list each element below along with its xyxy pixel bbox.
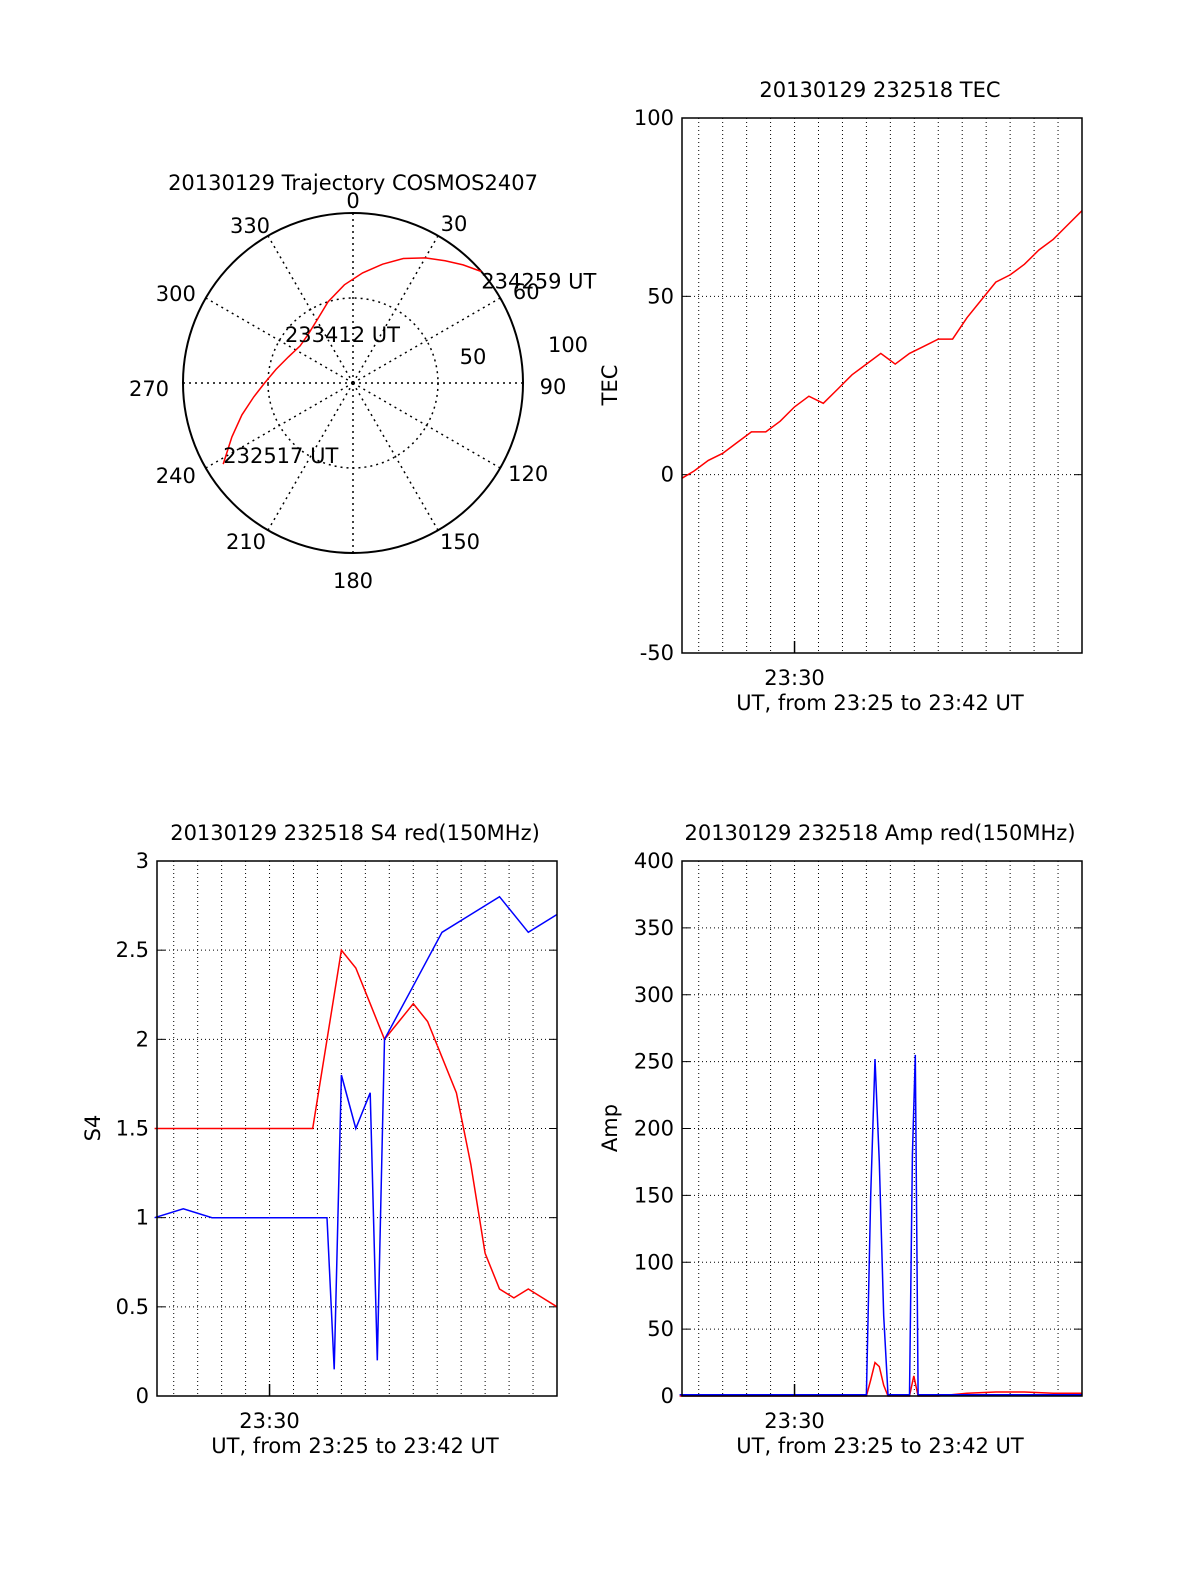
polar-angle-label: 210 <box>226 530 266 554</box>
s4-ylabel: S4 <box>81 1115 105 1142</box>
y-tick-label: 150 <box>634 1183 674 1207</box>
polar-radial-label: 100 <box>548 333 588 357</box>
series-line <box>154 948 558 1308</box>
y-tick-label: 400 <box>634 849 674 873</box>
polar-annotation: 233412 UT <box>285 323 400 347</box>
y-tick-label: 0.5 <box>116 1295 149 1319</box>
y-tick-label: 100 <box>634 1250 674 1274</box>
polar-angle-label: 90 <box>540 375 567 399</box>
series-line <box>679 1054 1082 1396</box>
polar-trajectory-line <box>222 257 482 465</box>
polar-spoke <box>267 382 354 531</box>
y-tick-label: 250 <box>634 1050 674 1074</box>
polar-annotation: 232517 UT <box>223 444 338 468</box>
y-tick-label: 3 <box>136 849 149 873</box>
polar-spoke <box>205 297 354 384</box>
series-line <box>681 210 1083 479</box>
y-tick-label: 100 <box>634 106 674 130</box>
polar-spoke <box>352 382 501 469</box>
plot-frame <box>681 117 1083 654</box>
s4-plot-area: 0 0.5 1 1.5 2 2.5 3 23:30 <box>116 849 558 1433</box>
polar-angle-label: 300 <box>156 282 196 306</box>
x-tick-label: 23:30 <box>764 1409 825 1433</box>
y-tick-label: 2 <box>136 1027 149 1051</box>
polar-spoke <box>352 382 439 531</box>
y-tick-label: 350 <box>634 916 674 940</box>
y-tick-label: 1.5 <box>116 1117 149 1141</box>
polar-spoke <box>352 235 439 384</box>
series-line <box>679 1361 1082 1397</box>
polar-spoke <box>267 235 354 384</box>
s4-xlabel: UT, from 23:25 to 23:42 UT <box>211 1434 499 1458</box>
polar-angle-label: 330 <box>230 214 270 238</box>
y-tick-label: -50 <box>640 641 674 665</box>
polar-trajectory-chart: 20130129 Trajectory COSMOS2407 0 30 60 90 12… <box>129 171 597 593</box>
polar-angle-label: 0 <box>346 189 359 213</box>
polar-labels: 0 30 60 90 120 150 180 210 240 270 300 330 50 100 2342… <box>129 189 597 593</box>
polar-series <box>222 257 482 465</box>
x-tick-label: 23:30 <box>764 666 825 690</box>
y-tick-label: 0 <box>661 1384 674 1408</box>
y-tick-label: 50 <box>647 284 674 308</box>
y-tick-label: 50 <box>647 1317 674 1341</box>
amp-ylabel: Amp <box>598 1104 622 1152</box>
tec-ylabel: TEC <box>598 365 622 407</box>
polar-title: 20130129 Trajectory COSMOS2407 <box>168 171 538 195</box>
tec-plot-area: -50 0 50 100 23:30 <box>634 106 1083 690</box>
tec-title: 20130129 232518 TEC <box>759 78 1000 102</box>
series-line <box>154 895 558 1370</box>
amp-plot-area: 0 50 100 150 200 250 300 350 400 23:30 <box>634 849 1083 1433</box>
tec-xlabel: UT, from 23:25 to 23:42 UT <box>736 691 1024 715</box>
s4-chart: 20130129 232518 S4 red(150MHz) S4 UT, fr… <box>81 821 558 1458</box>
polar-grid <box>182 212 524 554</box>
polar-angle-label: 240 <box>156 464 196 488</box>
y-tick-label: 0 <box>136 1384 149 1408</box>
polar-radial-label: 50 <box>460 345 487 369</box>
amp-chart: 20130129 232518 Amp red(150MHz) Amp UT, … <box>598 821 1083 1458</box>
y-tick-label: 2.5 <box>116 938 149 962</box>
y-tick-label: 300 <box>634 983 674 1007</box>
s4-title: 20130129 232518 S4 red(150MHz) <box>170 821 540 845</box>
polar-spoke <box>352 297 501 384</box>
polar-angle-label: 180 <box>333 569 373 593</box>
polar-annotation: 234259 UT <box>481 269 596 293</box>
polar-angle-label: 150 <box>440 530 480 554</box>
amp-title: 20130129 232518 Amp red(150MHz) <box>684 821 1075 845</box>
polar-angle-label: 120 <box>508 462 548 486</box>
y-tick-label: 200 <box>634 1117 674 1141</box>
y-tick-label: 0 <box>661 463 674 487</box>
plot-frame <box>156 860 558 1397</box>
amp-xlabel: UT, from 23:25 to 23:42 UT <box>736 1434 1024 1458</box>
tec-chart: 20130129 232518 TEC TEC UT, from 23:25 t… <box>598 78 1083 715</box>
polar-spoke <box>205 382 354 469</box>
polar-angle-label: 270 <box>129 377 169 401</box>
polar-angle-label: 30 <box>441 212 468 236</box>
plot-frame <box>681 860 1083 1397</box>
y-tick-label: 1 <box>136 1206 149 1230</box>
x-tick-label: 23:30 <box>239 1409 300 1433</box>
polar-angle-label: 60 <box>513 280 540 304</box>
